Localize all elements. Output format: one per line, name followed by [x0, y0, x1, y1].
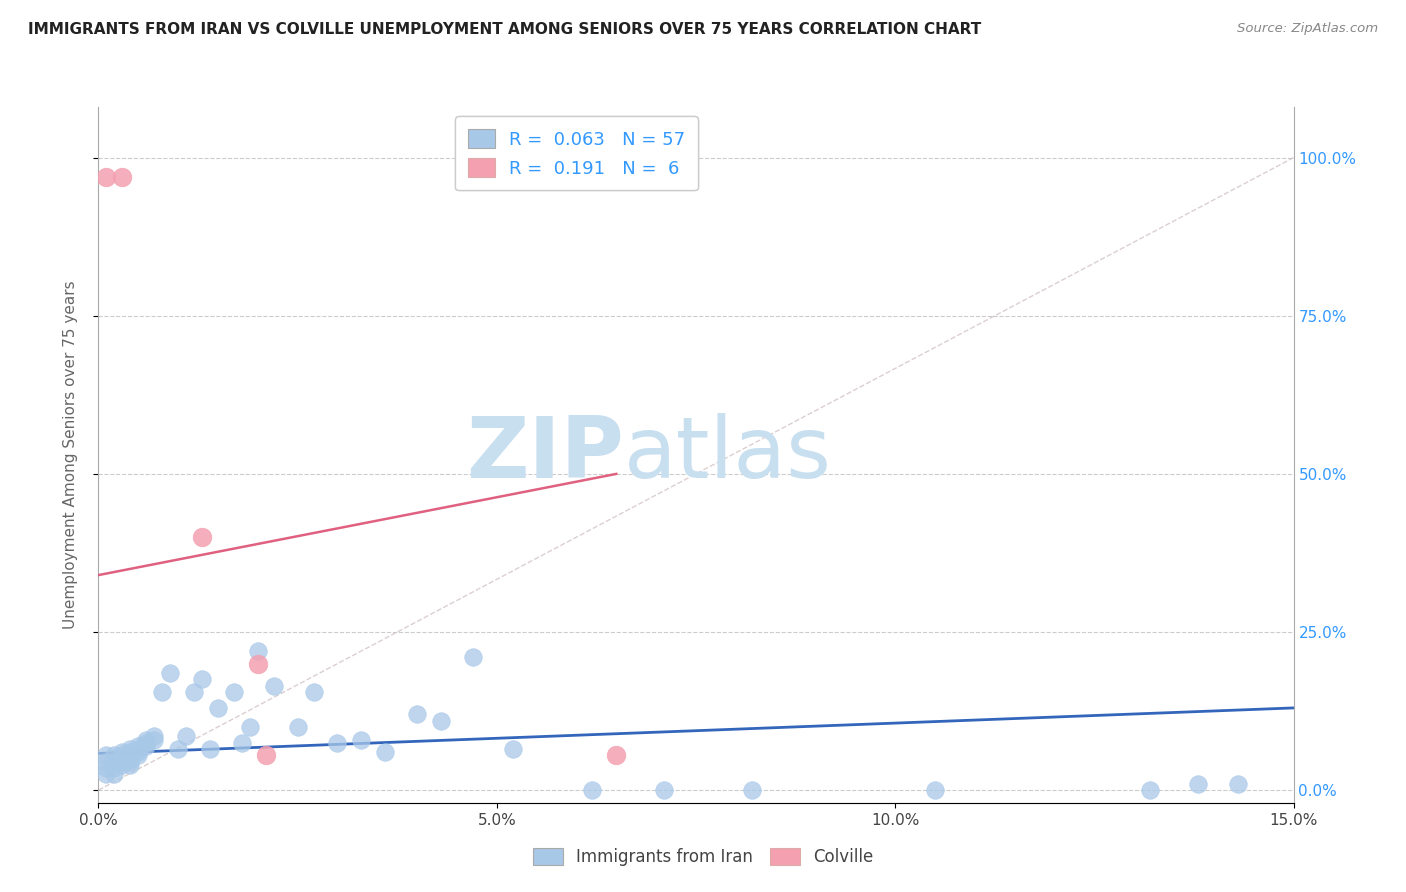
Point: [1226, 777, 1249, 791]
Point: [111, 748, 134, 763]
Point: [120, 745, 142, 759]
Point: [191, 530, 214, 544]
Text: Source: ZipAtlas.com: Source: ZipAtlas.com: [1237, 22, 1378, 36]
Point: [581, 783, 603, 797]
Legend: R =  0.063   N = 57, R =  0.191   N =  6: R = 0.063 N = 57, R = 0.191 N = 6: [456, 116, 697, 190]
Point: [502, 742, 524, 756]
Point: [96, 748, 118, 763]
Point: [96, 767, 118, 781]
Point: [231, 736, 253, 750]
Point: [191, 673, 214, 687]
Point: [111, 169, 134, 184]
Point: [246, 644, 269, 658]
Point: [135, 732, 157, 747]
Point: [135, 736, 157, 750]
Point: [96, 761, 118, 775]
Point: [350, 732, 373, 747]
Point: [127, 739, 149, 753]
Point: [127, 748, 149, 763]
Point: [198, 742, 221, 756]
Point: [127, 745, 149, 759]
Point: [263, 679, 285, 693]
Point: [302, 685, 325, 699]
Point: [111, 757, 134, 772]
Point: [150, 685, 173, 699]
Point: [120, 742, 142, 756]
Point: [159, 666, 181, 681]
Point: [96, 755, 118, 769]
Point: [254, 748, 277, 763]
Point: [1139, 783, 1161, 797]
Point: [222, 685, 245, 699]
Point: [246, 657, 269, 671]
Point: [111, 755, 134, 769]
Point: [924, 783, 946, 797]
Point: [287, 720, 309, 734]
Point: [120, 757, 142, 772]
Point: [326, 736, 349, 750]
Point: [1187, 777, 1209, 791]
Point: [111, 751, 134, 765]
Y-axis label: Unemployment Among Seniors over 75 years: Unemployment Among Seniors over 75 years: [63, 281, 77, 629]
Point: [135, 739, 157, 753]
Text: IMMIGRANTS FROM IRAN VS COLVILLE UNEMPLOYMENT AMONG SENIORS OVER 75 YEARS CORREL: IMMIGRANTS FROM IRAN VS COLVILLE UNEMPLO…: [28, 22, 981, 37]
Point: [605, 748, 627, 763]
Point: [103, 761, 125, 775]
Point: [374, 745, 396, 759]
Point: [652, 783, 675, 797]
Text: atlas: atlas: [624, 413, 832, 497]
Point: [111, 745, 134, 759]
Point: [143, 732, 166, 747]
Point: [183, 685, 205, 699]
Legend: Immigrants from Iran, Colville: Immigrants from Iran, Colville: [524, 840, 882, 875]
Point: [174, 730, 197, 744]
Point: [167, 742, 190, 756]
Point: [406, 707, 429, 722]
Point: [120, 755, 142, 769]
Point: [461, 650, 484, 665]
Point: [103, 767, 125, 781]
Point: [143, 730, 166, 744]
Text: ZIP: ZIP: [467, 413, 624, 497]
Point: [96, 169, 118, 184]
Point: [239, 720, 262, 734]
Point: [741, 783, 763, 797]
Point: [207, 701, 229, 715]
Point: [430, 714, 453, 728]
Point: [120, 751, 142, 765]
Point: [120, 748, 142, 763]
Point: [127, 742, 149, 756]
Point: [103, 755, 125, 769]
Point: [103, 748, 125, 763]
